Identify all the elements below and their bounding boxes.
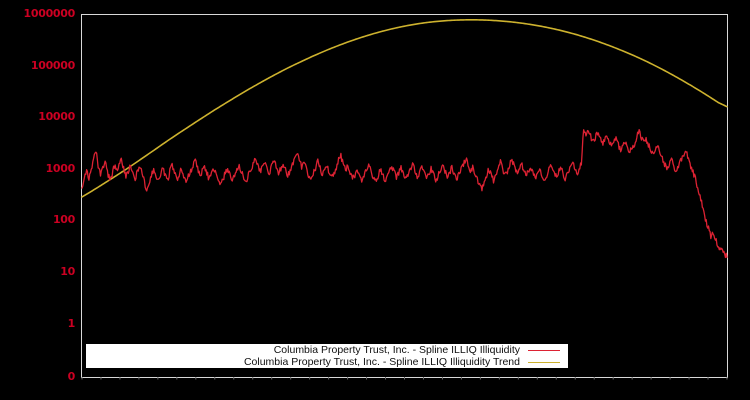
y-tick-label: 10000 bbox=[38, 110, 75, 124]
y-tick-label: 0 bbox=[67, 370, 76, 383]
series-line-illiquidity bbox=[81, 128, 728, 259]
plot-frame bbox=[81, 14, 728, 378]
legend-swatch-illiquidity bbox=[528, 349, 560, 351]
series-line-trend bbox=[81, 19, 728, 198]
legend-entry-illiquidity: Columbia Property Trust, Inc. - Spline I… bbox=[86, 344, 568, 356]
y-tick-label: 1 bbox=[67, 316, 76, 330]
chart-legend: Columbia Property Trust, Inc. - Spline I… bbox=[86, 344, 568, 368]
y-tick-label: 100 bbox=[52, 213, 75, 227]
y-axis-tick-labels: 1000000 100000 10000 1000 100 10 1 0 bbox=[0, 0, 76, 400]
legend-label-illiquidity: Columbia Property Trust, Inc. - Spline I… bbox=[273, 343, 520, 356]
y-tick-label: 10 bbox=[60, 265, 75, 278]
legend-label-trend: Columbia Property Trust, Inc. - Spline I… bbox=[243, 355, 520, 368]
y-tick-label: 1000000 bbox=[23, 7, 76, 20]
legend-swatch-trend bbox=[528, 361, 560, 363]
x-tick-marks bbox=[81, 377, 728, 380]
legend-entry-trend: Columbia Property Trust, Inc. - Spline I… bbox=[86, 356, 568, 368]
y-tick-label: 100000 bbox=[30, 58, 75, 72]
y-tick-label: 1000 bbox=[45, 161, 76, 175]
